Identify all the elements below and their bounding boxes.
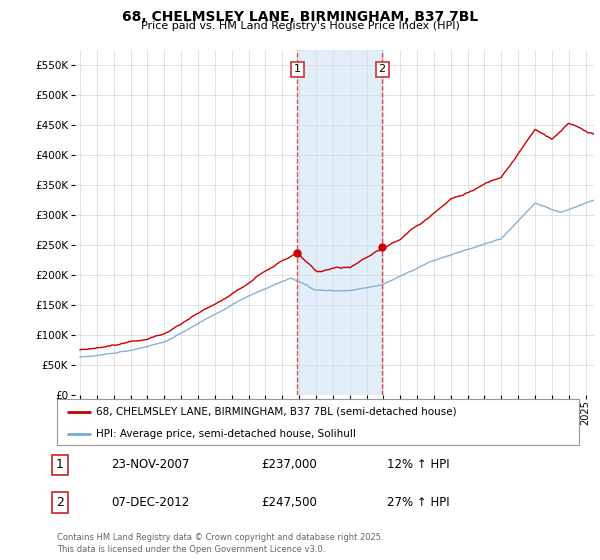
Text: 07-DEC-2012: 07-DEC-2012	[111, 496, 189, 509]
Text: Contains HM Land Registry data © Crown copyright and database right 2025.
This d: Contains HM Land Registry data © Crown c…	[57, 533, 383, 554]
Text: Price paid vs. HM Land Registry's House Price Index (HPI): Price paid vs. HM Land Registry's House …	[140, 21, 460, 31]
Text: 23-NOV-2007: 23-NOV-2007	[111, 458, 190, 472]
Text: 27% ↑ HPI: 27% ↑ HPI	[387, 496, 449, 509]
Text: 1: 1	[294, 64, 301, 74]
Text: £237,000: £237,000	[261, 458, 317, 472]
Text: £247,500: £247,500	[261, 496, 317, 509]
Text: 68, CHELMSLEY LANE, BIRMINGHAM, B37 7BL (semi-detached house): 68, CHELMSLEY LANE, BIRMINGHAM, B37 7BL …	[96, 407, 457, 417]
Text: 2: 2	[379, 64, 386, 74]
Text: 2: 2	[56, 496, 64, 509]
Text: 1: 1	[56, 458, 64, 472]
Text: 12% ↑ HPI: 12% ↑ HPI	[387, 458, 449, 472]
Bar	[298, 50, 382, 395]
Text: 68, CHELMSLEY LANE, BIRMINGHAM, B37 7BL: 68, CHELMSLEY LANE, BIRMINGHAM, B37 7BL	[122, 10, 478, 24]
Text: HPI: Average price, semi-detached house, Solihull: HPI: Average price, semi-detached house,…	[96, 429, 356, 438]
